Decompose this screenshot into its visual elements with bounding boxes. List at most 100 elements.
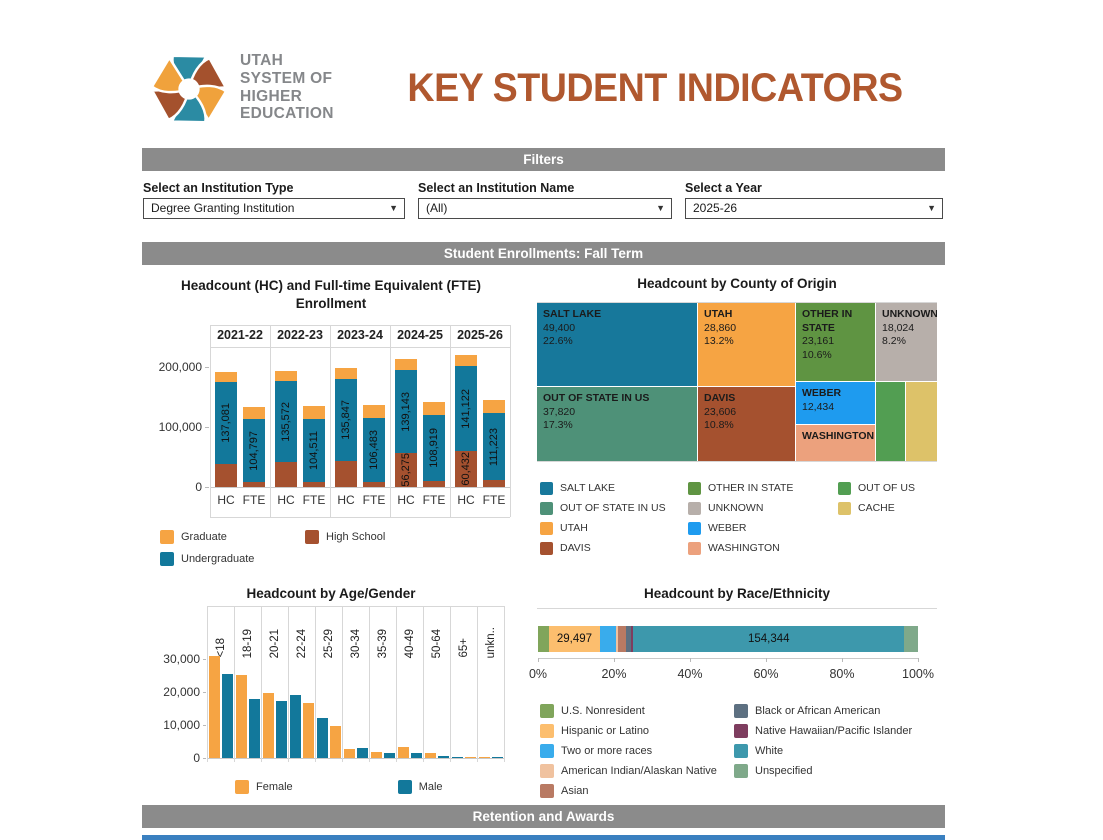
age-bar-male-5[interactable]: [356, 748, 368, 758]
institution-name-dropdown[interactable]: (All) ▼: [418, 198, 672, 219]
enrollment-bar-hc-2021-22[interactable]: 137,081: [215, 371, 237, 487]
treemap-tile-utah[interactable]: UTAH 28,860 13.2%: [698, 303, 795, 386]
race-segment-u-s-nonresident[interactable]: [538, 626, 549, 652]
enrollment-legend-swatch-icon: [305, 530, 319, 544]
age-bar-female-10[interactable]: [479, 757, 490, 758]
high-school-value-label: 60,432: [460, 452, 472, 486]
race-stacked-bar: 29,497 154,344: [538, 626, 918, 652]
age-bar-female-7[interactable]: [398, 747, 409, 758]
treemap-tile-out-of-state-in-us[interactable]: OUT OF STATE IN US 37,820 17.3%: [537, 387, 697, 461]
x-axis-tick-label: 40%: [677, 667, 703, 681]
age-bar-male-1[interactable]: [248, 699, 260, 758]
treemap-tile-name: SALT LAKE: [543, 308, 602, 320]
age-bar-female-6[interactable]: [371, 751, 382, 758]
treemap-tile-name: UTAH: [704, 308, 733, 320]
county-legend-item[interactable]: WASHINGTON: [688, 538, 793, 558]
undergraduate-segment: [215, 381, 237, 465]
age-bar-female-3[interactable]: [302, 703, 314, 758]
enrollment-legend-label: Graduate: [181, 531, 227, 543]
bar-type-label: HC: [217, 493, 235, 507]
race-legend-item[interactable]: Hispanic or Latino: [540, 721, 717, 741]
race-segment-asian[interactable]: [618, 626, 627, 652]
graduate-segment: [215, 371, 237, 382]
county-legend-item[interactable]: SALT LAKE: [540, 478, 666, 498]
county-legend-item[interactable]: CACHE: [838, 498, 915, 518]
enrollment-bar-hc-2025-26[interactable]: 141,122 60,432: [455, 354, 477, 487]
county-legend-item[interactable]: WEBER: [688, 518, 793, 538]
enrollment-legend-item[interactable]: High School: [305, 527, 465, 547]
enrollment-bar-hc-2023-24[interactable]: 135,847: [335, 368, 357, 487]
age-bar-female-8[interactable]: [425, 753, 436, 758]
age-bar-male-0[interactable]: [221, 673, 233, 758]
treemap-tile-other-in-state[interactable]: OTHER IN STATE 23,161 10.6%: [796, 303, 875, 381]
group-separator: [342, 606, 343, 762]
gender-legend-item[interactable]: Male: [397, 777, 443, 797]
race-legend-item[interactable]: U.S. Nonresident: [540, 701, 717, 721]
race-segment-native-hawaiian-pacific-islander[interactable]: [630, 626, 634, 652]
enrollment-section-header: Student Enrollments: Fall Term: [142, 242, 945, 265]
enrollment-bar-hc-2022-23[interactable]: 135,572: [275, 370, 297, 487]
enrollment-bar-fte-2024-25[interactable]: 108,919: [423, 401, 445, 487]
enrollment-legend-item[interactable]: Graduate: [160, 527, 305, 547]
enrollment-bar-fte-2021-22[interactable]: 104,797: [243, 406, 265, 487]
age-bar-female-4[interactable]: [329, 725, 341, 758]
x-axis-tick-label: 20%: [601, 667, 627, 681]
race-legend-item[interactable]: Asian: [540, 781, 717, 801]
enrollment-bar-hc-2024-25[interactable]: 139,143 56,275: [395, 358, 417, 487]
treemap-tile-name: OUT OF STATE IN US: [543, 392, 650, 404]
county-legend-item[interactable]: UTAH: [540, 518, 666, 538]
race-segment-american-indian-alaskan-native[interactable]: [616, 626, 619, 652]
treemap-tile-davis[interactable]: DAVIS 23,606 10.8%: [698, 387, 795, 461]
age-bar-female-9[interactable]: [464, 757, 476, 758]
age-bar-male-2[interactable]: [275, 700, 287, 758]
age-bar-male-3[interactable]: [290, 695, 301, 758]
enrollment-bar-fte-2025-26[interactable]: 111,223: [483, 399, 505, 487]
race-segment-unspecified[interactable]: [904, 626, 918, 652]
treemap-tile-weber[interactable]: WEBER 12,434: [796, 382, 875, 424]
race-legend-item[interactable]: Black or African American: [734, 701, 912, 721]
institution-type-dropdown[interactable]: Degree Granting Institution ▼: [143, 198, 405, 219]
race-legend-item[interactable]: Unspecified: [734, 761, 912, 781]
age-bar-female-5[interactable]: [344, 748, 355, 758]
race-segment-black-or-african-american[interactable]: [626, 626, 631, 652]
age-category-label: 50-64: [430, 628, 443, 658]
race-segment-two-or-more-races[interactable]: [600, 626, 617, 652]
high-school-segment: [303, 481, 325, 487]
age-bar-male-4[interactable]: [317, 718, 328, 758]
age-bar-female-2[interactable]: [263, 692, 274, 758]
county-legend-item[interactable]: OTHER IN STATE: [688, 478, 793, 498]
age-bar-female-1[interactable]: [236, 674, 247, 758]
year-dropdown[interactable]: 2025-26 ▼: [685, 198, 943, 219]
treemap-tile-cache[interactable]: [906, 382, 937, 461]
age-bar-male-8[interactable]: [437, 756, 449, 758]
treemap-tile-salt-lake[interactable]: SALT LAKE 49,400 22.6%: [537, 303, 697, 386]
age-bar-female-0[interactable]: [209, 655, 220, 758]
treemap-tile-value: 18,024: [882, 321, 915, 334]
race-legend-item[interactable]: American Indian/Alaskan Native: [540, 761, 717, 781]
race-legend-item[interactable]: Native Hawaiian/Pacific Islander: [734, 721, 912, 741]
race-legend-label: Native Hawaiian/Pacific Islander: [755, 725, 913, 737]
age-bar-male-7[interactable]: [410, 753, 422, 758]
treemap-tile-unknown[interactable]: UNKNOWN 18,024 8.2%: [876, 303, 937, 381]
race-segment-hispanic-or-latino[interactable]: 29,497: [548, 626, 601, 652]
county-legend-item[interactable]: OUT OF STATE IN US: [540, 498, 666, 518]
x-axis-tick: [690, 658, 691, 662]
race-segment-white[interactable]: 154,344: [633, 626, 905, 652]
undergraduate-segment: [363, 417, 385, 482]
race-legend-item[interactable]: Two or more races: [540, 741, 717, 761]
county-legend-item[interactable]: OUT OF US: [838, 478, 915, 498]
enrollment-bar-fte-2022-23[interactable]: 104,511: [303, 406, 325, 487]
county-legend-item[interactable]: UNKNOWN: [688, 498, 793, 518]
x-axis-tick-label: 100%: [902, 667, 934, 681]
treemap-tile-out-of-us[interactable]: [876, 382, 905, 461]
gender-legend-item[interactable]: Female: [235, 777, 293, 797]
race-legend-item[interactable]: White: [734, 741, 912, 761]
county-legend-item[interactable]: DAVIS: [540, 538, 666, 558]
age-bar-male-6[interactable]: [383, 753, 395, 758]
age-bar-male-10[interactable]: [491, 757, 503, 758]
x-axis-tick: [766, 658, 767, 662]
enrollment-legend-item[interactable]: Undergraduate: [160, 549, 305, 569]
age-bar-male-9[interactable]: [452, 756, 463, 758]
treemap-tile-washington[interactable]: WASHINGTON: [796, 425, 875, 461]
enrollment-bar-fte-2023-24[interactable]: 106,483: [363, 404, 385, 487]
